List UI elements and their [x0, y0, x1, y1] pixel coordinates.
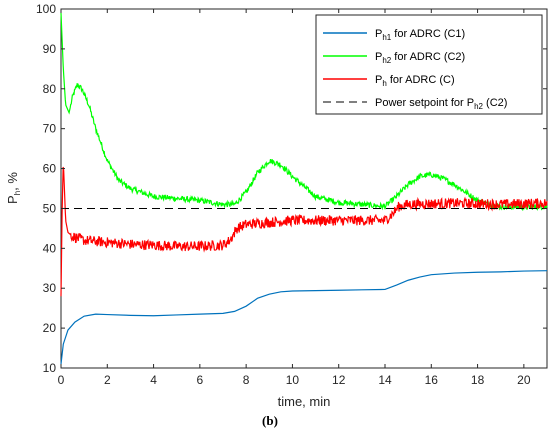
- y-axis-label-sub: h: [13, 191, 22, 195]
- y-tick-label: 20: [43, 321, 57, 335]
- y-axis-label-main: P: [5, 195, 20, 204]
- legend-items: Ph1 for ADRC (C1) Ph2 for ADRC (C2) Ph for…: [323, 28, 507, 111]
- x-tick-label: 8: [243, 373, 250, 387]
- series-line-0: [60, 270, 548, 365]
- legend-label-1: Ph2 for ADRC (C2): [375, 51, 465, 65]
- x-tick-label: 0: [58, 373, 65, 387]
- y-tick-label: 100: [36, 2, 56, 16]
- x-tick-label: 4: [150, 373, 157, 387]
- y-tick-label: 30: [43, 281, 57, 295]
- x-tick-label: 14: [378, 373, 392, 387]
- x-axis-label: time, min: [278, 394, 331, 409]
- y-tick-label: 80: [43, 82, 57, 96]
- legend-label-0: Ph1 for ADRC (C1): [375, 28, 465, 42]
- y-tick-label: 50: [43, 201, 57, 215]
- legend: Ph1 for ADRC (C1) Ph2 for ADRC (C2) Ph for…: [315, 14, 543, 115]
- x-tick-label: 6: [197, 373, 204, 387]
- legend-label-3: Power setpoint for Ph2 (C2): [375, 97, 507, 111]
- series-layer: [60, 12, 548, 365]
- y-axis-label-tail: , %: [5, 172, 20, 191]
- svg-text:Ph, %: Ph, %: [5, 172, 22, 204]
- legend-box: [315, 14, 543, 115]
- y-tick-label: 70: [43, 122, 57, 136]
- series-line-1: [60, 12, 548, 212]
- figure-caption: (b): [262, 413, 278, 428]
- y-tick-label: 60: [43, 162, 57, 176]
- y-tick-label: 10: [43, 361, 57, 375]
- y-axis-label: Ph, %: [5, 172, 22, 204]
- x-tick-label: 10: [286, 373, 300, 387]
- x-tick-label: 16: [425, 373, 439, 387]
- y-tick-label: 90: [43, 42, 57, 56]
- x-tick-label: 20: [517, 373, 531, 387]
- ticks-layer: 0 2 4 6 8 10 12 14 16 18 20 10 20 30 40 50 60 70 80 90 100: [36, 2, 547, 387]
- legend-label-2: Ph for ADRC (C): [375, 74, 455, 88]
- x-tick-label: 18: [471, 373, 485, 387]
- series-line-2: [60, 166, 548, 297]
- y-tick-label: 40: [43, 241, 57, 255]
- x-tick-label: 2: [104, 373, 111, 387]
- x-tick-label: 12: [332, 373, 346, 387]
